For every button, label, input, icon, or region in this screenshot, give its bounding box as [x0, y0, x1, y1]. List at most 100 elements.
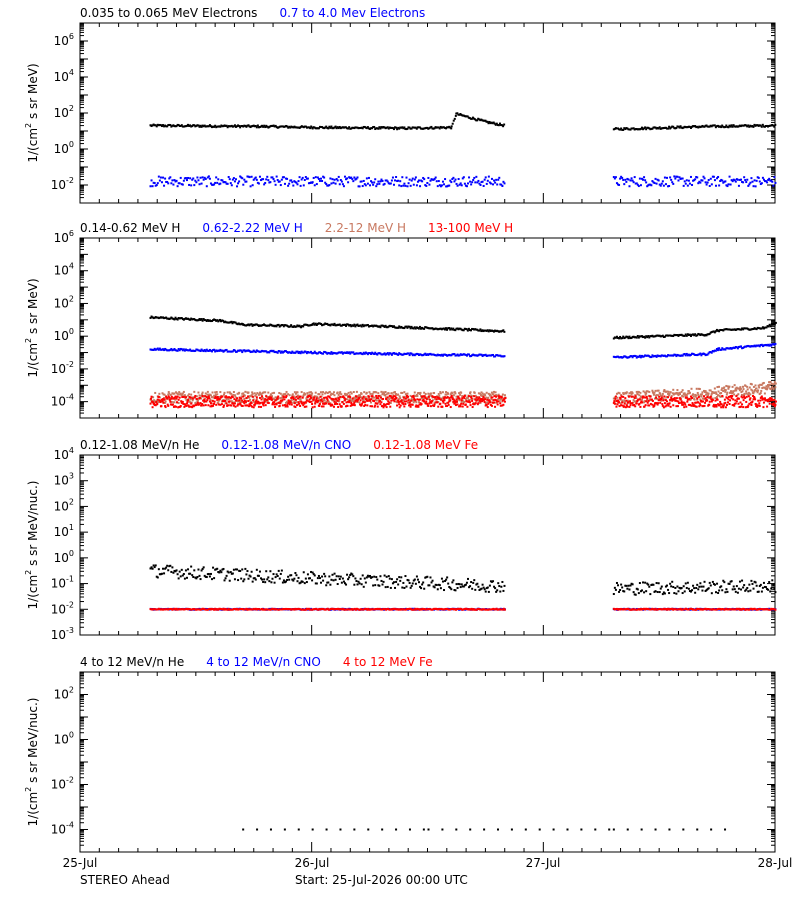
data-point — [294, 181, 297, 184]
data-point — [181, 318, 184, 321]
data-point — [657, 399, 660, 402]
data-point — [297, 352, 300, 355]
data-point — [256, 350, 259, 353]
data-point — [248, 405, 251, 408]
data-point — [746, 327, 749, 330]
data-point — [638, 335, 641, 338]
data-point — [201, 403, 204, 406]
data-point — [735, 389, 738, 392]
data-point — [615, 335, 618, 338]
data-point — [745, 400, 748, 403]
data-point — [379, 394, 382, 397]
data-point — [366, 126, 369, 129]
data-point — [622, 356, 625, 359]
data-point — [483, 398, 486, 401]
y-tick-label: 104 — [54, 68, 74, 84]
data-point — [673, 398, 676, 401]
data-point — [404, 397, 407, 400]
data-point — [150, 179, 153, 182]
data-point — [339, 391, 342, 394]
data-point — [187, 397, 190, 400]
data-point — [156, 347, 159, 350]
data-point — [624, 406, 627, 409]
data-point — [302, 351, 305, 354]
data-point — [446, 396, 449, 399]
data-point — [162, 176, 165, 179]
data-point — [226, 321, 229, 324]
data-point — [294, 325, 297, 328]
data-point — [356, 323, 359, 326]
data-point — [650, 398, 653, 401]
data-point — [332, 127, 335, 130]
data-point — [374, 402, 377, 405]
data-point — [476, 398, 479, 401]
data-point — [274, 350, 277, 353]
data-point — [406, 395, 409, 398]
data-point — [435, 126, 438, 129]
data-point — [295, 325, 298, 328]
data-point — [163, 125, 166, 128]
data-point — [711, 390, 714, 393]
data-point — [366, 574, 369, 577]
data-point — [762, 406, 765, 409]
data-point — [155, 400, 158, 403]
data-point — [231, 178, 234, 181]
data-point — [332, 579, 335, 582]
data-point — [741, 385, 744, 388]
data-point — [702, 334, 705, 337]
data-point — [616, 396, 619, 399]
data-point — [311, 127, 314, 130]
data-point — [707, 333, 710, 336]
data-point — [302, 184, 305, 187]
data-point — [178, 406, 181, 409]
data-point — [631, 356, 634, 359]
data-point — [481, 355, 484, 358]
data-point — [271, 392, 274, 395]
data-point — [759, 383, 762, 386]
data-point — [674, 334, 677, 337]
data-point — [256, 324, 259, 327]
data-point — [249, 575, 252, 578]
data-point — [317, 397, 320, 400]
data-point — [403, 352, 406, 355]
data-point — [189, 401, 192, 404]
data-point — [770, 399, 773, 402]
data-point — [197, 391, 200, 394]
data-point — [348, 401, 351, 404]
data-point — [209, 320, 212, 323]
data-point — [425, 397, 428, 400]
data-point — [353, 401, 356, 404]
data-point — [363, 125, 366, 128]
data-point — [219, 182, 222, 185]
data-point — [300, 580, 303, 583]
data-point — [643, 127, 646, 130]
data-point — [461, 329, 464, 332]
data-point — [626, 127, 629, 130]
data-point — [441, 405, 444, 408]
data-point — [454, 392, 457, 395]
data-point — [696, 354, 699, 357]
data-point — [624, 178, 627, 181]
data-point — [455, 398, 458, 401]
data-point — [387, 403, 390, 406]
data-point — [354, 352, 357, 355]
data-point — [708, 400, 711, 403]
data-point — [358, 401, 361, 404]
data-point — [280, 178, 283, 181]
data-point — [385, 352, 388, 355]
data-point — [471, 116, 474, 119]
data-point — [337, 175, 340, 178]
data-point — [248, 176, 251, 179]
data-point — [230, 404, 233, 407]
data-point — [240, 176, 243, 179]
data-point — [362, 399, 365, 402]
data-point — [637, 185, 640, 188]
data-point — [279, 125, 282, 128]
data-point — [749, 181, 752, 184]
data-point — [350, 572, 353, 575]
data-point — [205, 396, 208, 399]
data-point — [247, 175, 250, 178]
data-point — [193, 184, 196, 187]
data-point — [255, 349, 258, 352]
data-point — [497, 178, 500, 181]
